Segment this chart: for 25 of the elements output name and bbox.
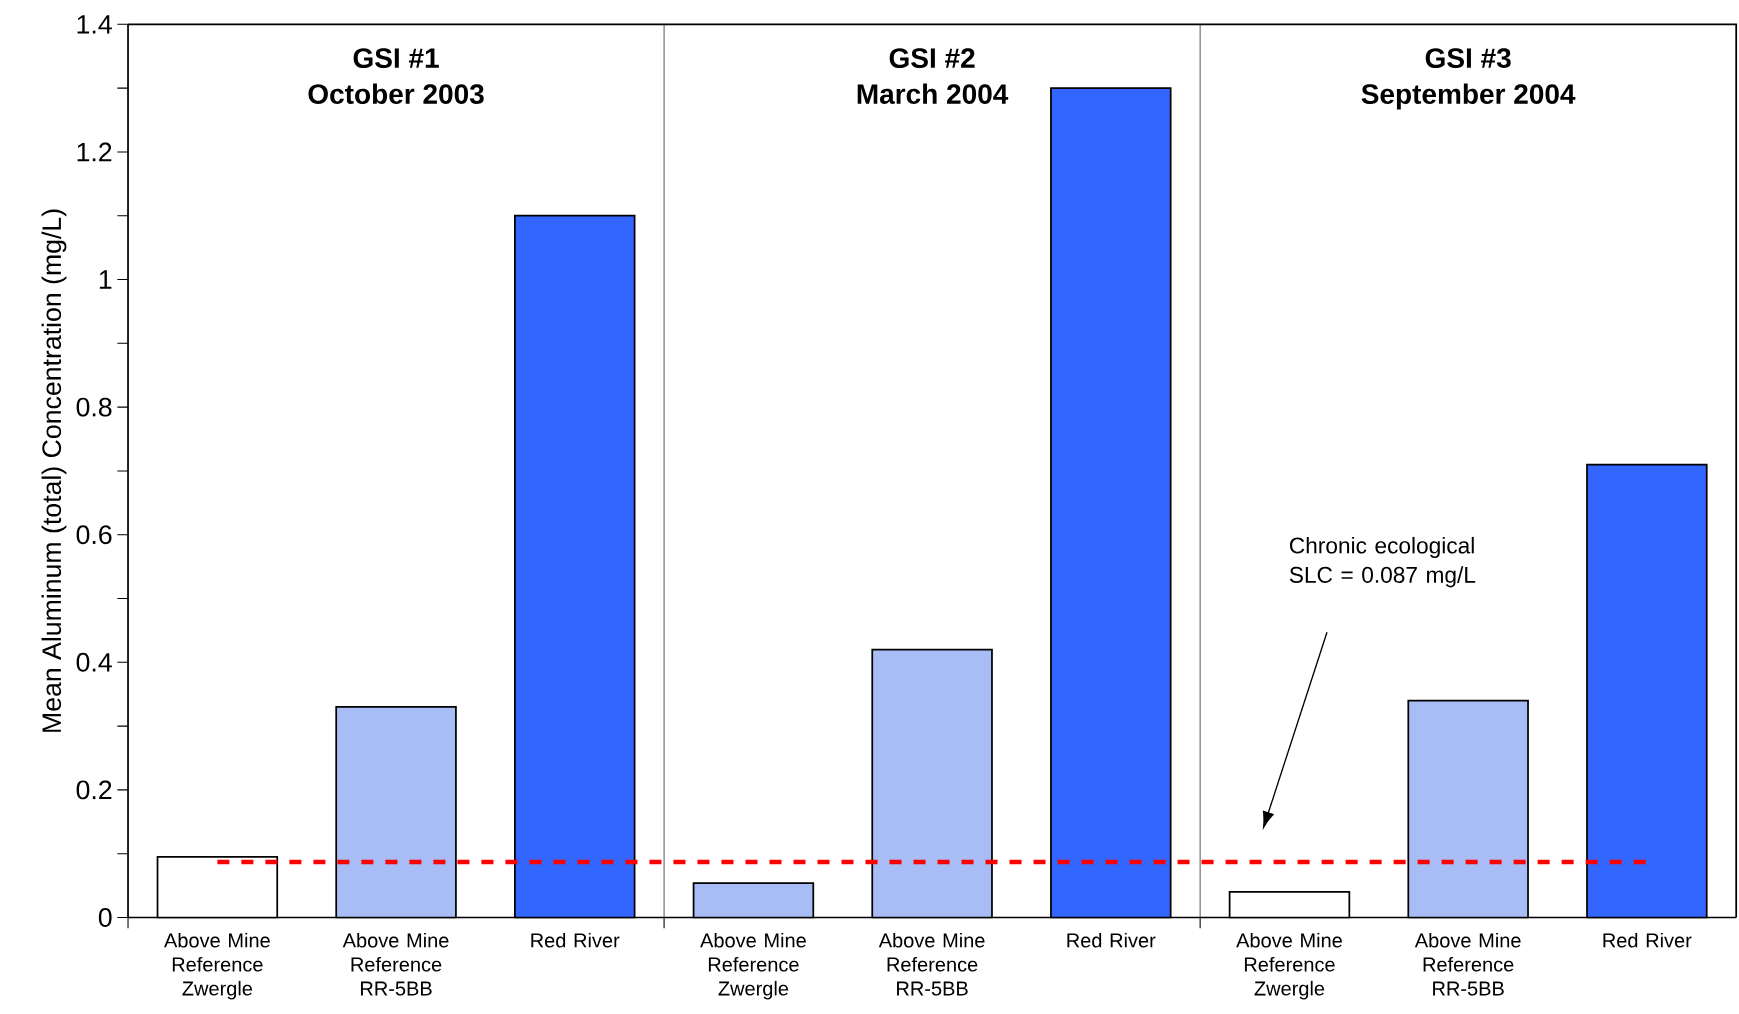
annotation: March 2004 [857,83,1009,105]
y-tick-label: 0.8 [76,397,112,417]
y-tick-label: 1 [99,270,112,289]
y-tick-label: 0.2 [76,780,112,800]
annotation: September 2004 [1361,83,1576,110]
x-tick-label: Above Mine Reference RR-5BB [878,933,985,996]
y-tick-label: 0 [98,908,112,928]
y-tick-label: 1.4 [77,15,112,34]
annotation: GSI #3 [1425,48,1511,69]
y-tick-label: 0.6 [76,525,112,545]
x-tick-label: Red River [531,933,620,948]
annotation: October 2003 [308,83,484,105]
annotation: GSI #1 [353,48,439,69]
x-tick-label: Red River [1603,933,1692,948]
x-tick-label: Above Mine Reference RR-5BB [1414,933,1521,996]
y-tick-label: 1.2 [77,142,112,162]
x-tick-label: Above Mine Reference Zwergle [700,933,806,1000]
annotation: Chronic ecological SLC = 0.087 mg/L [1289,537,1476,588]
x-tick-label: Above Mine Reference Zwergle [164,933,270,1000]
x-tick-label: Above Mine Reference RR-5BB [342,933,449,996]
annotation: GSI #2 [889,48,975,69]
y-axis-title: Mean Aluminum (total) Concentration (mg/L) [41,209,67,733]
y-tick-label: 0.4 [76,653,112,672]
x-tick-label: Above Mine Reference Zwergle [1236,933,1342,1000]
x-tick-label: Red River [1067,933,1156,948]
